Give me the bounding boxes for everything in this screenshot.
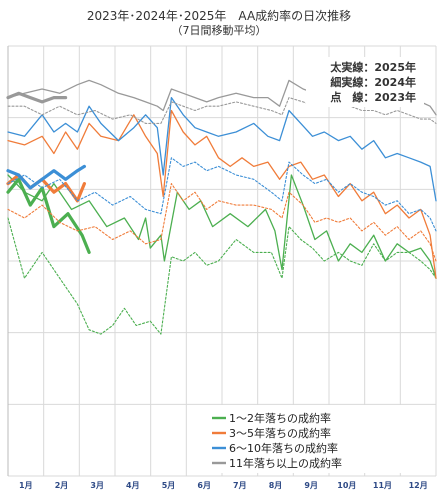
series-line-4-2023 bbox=[7, 97, 437, 124]
line-type-key: 太実線：2025年 細実線：2024年 点 線：2023年 bbox=[306, 57, 424, 107]
month-label: 7月 bbox=[233, 481, 247, 490]
x-axis-month-labels: 1月 2月 3月 4月 5月 6月 7月 8月 9月 10月 11月 12月 bbox=[19, 481, 428, 490]
series-line-3-2024 bbox=[7, 96, 437, 202]
line-type-key-box bbox=[306, 57, 424, 107]
legend-label: 1～2年落ちの成約率 bbox=[229, 411, 331, 425]
series-line-3-2025 bbox=[6, 164, 86, 190]
series-line-1-2024 bbox=[7, 174, 437, 279]
month-label: 9月 bbox=[304, 481, 318, 490]
series-line-4-2025 bbox=[6, 91, 68, 104]
line-type-key-2025: 太実線：2025年 bbox=[329, 60, 416, 74]
month-label: 2月 bbox=[55, 481, 69, 490]
legend-label: 6～10年落ちの成約率 bbox=[229, 441, 338, 455]
legend-label: 11年落ち以上の成約率 bbox=[229, 456, 342, 470]
month-label: 11月 bbox=[373, 481, 392, 490]
month-label: 8月 bbox=[269, 481, 283, 490]
month-label: 6月 bbox=[197, 481, 211, 490]
line-type-key-2024: 細実線：2024年 bbox=[330, 75, 416, 89]
series-line-1-2023 bbox=[7, 217, 437, 335]
month-label: 1月 bbox=[19, 481, 33, 490]
series-line-2-2024 bbox=[7, 109, 437, 279]
chart-subtitle: （7日間移動平均） bbox=[171, 24, 267, 37]
chart-title: 2023年･2024年･2025年 AA成約率の日次推移 bbox=[86, 9, 352, 23]
line-type-key-2023: 点 線：2023年 bbox=[330, 90, 416, 104]
month-label: 12月 bbox=[409, 481, 428, 490]
legend-label: 3～5年落ちの成約率 bbox=[229, 426, 331, 440]
month-label: 5月 bbox=[162, 481, 176, 490]
legend: 1～2年落ちの成約率3～5年落ちの成約率6～10年落ちの成約率11年落ち以上の成… bbox=[208, 405, 430, 473]
legend-box bbox=[208, 405, 430, 473]
month-label: 4月 bbox=[126, 481, 140, 490]
series-lines bbox=[6, 79, 437, 335]
series-line-3-2023 bbox=[7, 157, 437, 232]
series-line-2-2023 bbox=[7, 183, 437, 262]
series-line-1-2025 bbox=[6, 177, 91, 254]
month-label: 3月 bbox=[90, 481, 104, 490]
month-label: 10月 bbox=[337, 481, 356, 490]
